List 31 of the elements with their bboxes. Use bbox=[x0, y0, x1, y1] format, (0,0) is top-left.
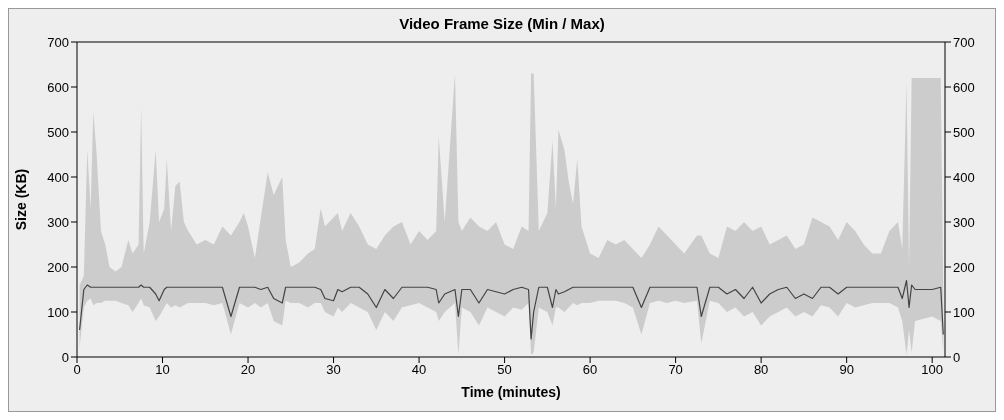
x-tick-label: 10 bbox=[155, 362, 170, 378]
x-axis-title: Time (minutes) bbox=[461, 384, 561, 400]
x-tick-label: 90 bbox=[839, 362, 854, 378]
y-tick-label: 0 bbox=[61, 349, 69, 365]
chart-title: Video Frame Size (Min / Max) bbox=[399, 15, 605, 32]
y-tick-label: 100 bbox=[47, 304, 69, 320]
x-tick-label: 20 bbox=[240, 362, 256, 378]
x-tick-label: 0 bbox=[73, 362, 81, 378]
y-tick-label: 200 bbox=[47, 259, 69, 275]
y2-tick-label: 400 bbox=[953, 169, 975, 185]
y-tick-label: 600 bbox=[47, 79, 69, 95]
x-tick-label: 60 bbox=[582, 362, 598, 378]
line-series bbox=[78, 279, 944, 340]
y-tick-label: 700 bbox=[47, 34, 69, 50]
y2-tick-label: 0 bbox=[953, 349, 961, 365]
x-tick-label: 100 bbox=[921, 362, 944, 378]
y-tick-label: 400 bbox=[47, 169, 69, 185]
x-tick-label: 40 bbox=[411, 362, 427, 378]
x-tick-label: 80 bbox=[753, 362, 769, 378]
y2-tick-label: 100 bbox=[953, 304, 975, 320]
y2-tick-label: 500 bbox=[953, 124, 975, 140]
y2-tick-label: 700 bbox=[953, 34, 975, 50]
y-axis-title: Size (KB) bbox=[12, 168, 29, 231]
y2-tick-label: 200 bbox=[953, 259, 975, 275]
y-tick-label: 500 bbox=[47, 124, 69, 140]
y2-tick-label: 600 bbox=[953, 79, 975, 95]
x-tick-label: 70 bbox=[668, 362, 683, 378]
y-tick-label: 300 bbox=[47, 214, 69, 230]
x-tick-label: 50 bbox=[497, 362, 512, 378]
y2-tick-label: 300 bbox=[953, 214, 975, 230]
x-tick-label: 30 bbox=[326, 362, 341, 378]
